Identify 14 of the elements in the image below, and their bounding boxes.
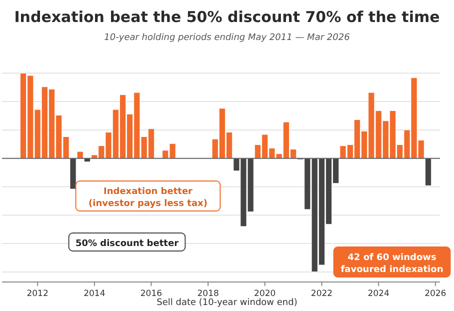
x-tick-label: 2012 [26, 289, 48, 299]
x-tick-label: 2018 [197, 289, 219, 299]
x-tick-label: 2024 [368, 289, 390, 299]
chart-subtitle: 10-year holding periods ending May 2011 — Mar 2026 [104, 33, 350, 43]
annotation: 42 of 60 windows favoured indexation [340, 253, 444, 275]
annotation: 50% discount better [75, 239, 180, 249]
x-tick-label: 2016 [140, 289, 162, 299]
x-axis-title: Sell date (10-year window end) [156, 298, 298, 308]
x-tick-label: 2026 [424, 289, 446, 299]
x-tick-label: 2014 [84, 289, 106, 299]
chart-title: Indexation beat the 50% discount 70% of the time [14, 8, 440, 26]
x-tick-label: 2020 [254, 289, 276, 299]
x-tick-label: 2022 [310, 289, 333, 299]
annotation: Indexation better (investor pays less tax) [88, 187, 208, 209]
